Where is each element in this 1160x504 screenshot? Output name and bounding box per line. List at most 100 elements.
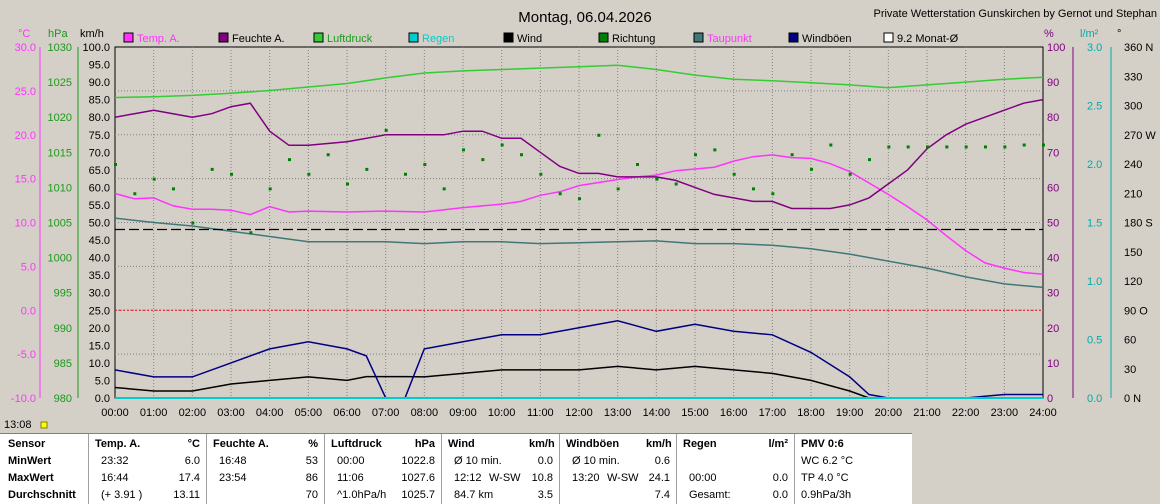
wind-tick-label: 75.0	[89, 130, 110, 142]
temp-tick-label: -5.0	[17, 349, 36, 361]
wind-axis-unit: km/h	[80, 28, 104, 40]
direction-point	[829, 143, 833, 147]
cell-press-time: 00:00	[337, 455, 365, 467]
rain-tick-label: 1.0	[1087, 276, 1102, 288]
pressure-axis-unit: hPa	[48, 28, 68, 40]
humidity-axis-unit: %	[1044, 28, 1054, 40]
header-gust: Windböen	[566, 438, 620, 450]
cell-temp-value: 13.11	[173, 489, 200, 501]
cell-wind-time: Ø 10 min.	[454, 455, 502, 467]
series-line-feuchte-a	[114, 98, 1044, 210]
x-tick-label: 04:00	[256, 407, 284, 419]
statistics-table: Sensor Temp. A. °C Feuchte A.% Luftdruck hPa W…	[0, 433, 912, 504]
axis-unit-labels: °C hPa km/h % l/m² °	[18, 28, 1121, 40]
x-tick-label: 02:00	[179, 407, 207, 419]
direction-point	[964, 145, 968, 149]
temp-axis-unit: °C	[18, 28, 30, 40]
humidity-tick-label: 90	[1047, 77, 1059, 89]
cell-wind-value: 10.8	[531, 472, 553, 484]
pressure-tick-label: 1030	[48, 42, 72, 54]
wind-tick-label: 80.0	[89, 112, 110, 124]
x-tick-label: 12:00	[565, 407, 593, 419]
cell-temp-time: 16:44	[101, 472, 129, 484]
legend: Temp. A. Feuchte A. Luftdruck Regen Wind Rich…	[123, 32, 959, 45]
direction-point	[462, 148, 465, 152]
legend-label-avg: 9.2 Monat-Ø	[897, 33, 959, 45]
pressure-tick-label: 995	[54, 288, 72, 300]
x-tick-label: 08:00	[411, 407, 439, 419]
direction-point	[655, 177, 659, 181]
direction-point	[597, 133, 601, 137]
direction-point	[288, 158, 291, 162]
cell-gust-dir: W-SW	[607, 472, 639, 484]
cell-press-value: 1027.6	[401, 472, 435, 484]
legend-swatch-pressure	[313, 32, 324, 43]
table-separator	[559, 434, 560, 504]
legend-label-wind: Wind	[517, 33, 542, 45]
direction-point	[1022, 143, 1026, 147]
pressure-tick-label: 990	[54, 323, 72, 335]
direction-point	[191, 221, 195, 225]
cell-wind-value: 3.5	[537, 489, 553, 501]
cell-hum-time: 23:54	[219, 472, 247, 484]
header-unit-rain: l/m²	[768, 438, 788, 450]
cell-wind-value: 0.0	[537, 455, 553, 467]
cell-temp-value: 6.0	[184, 455, 200, 467]
temp-tick-label: 10.0	[15, 218, 36, 230]
direction-point	[578, 197, 581, 201]
axes: 00:00 01:00 02:00 03:00 04:00 05:00 06:00 07:00…	[11, 42, 1156, 419]
plot-frame	[114, 46, 1044, 399]
legend-swatch-temp	[123, 32, 134, 43]
pressure-tick-label: 980	[54, 393, 72, 405]
humidity-tick-label: 70	[1047, 147, 1059, 159]
direction-point	[346, 182, 349, 186]
direction-point	[365, 167, 369, 171]
direction-point	[771, 192, 775, 196]
x-tick-label: 20:00	[875, 407, 903, 419]
humidity-tick-label: 30	[1047, 288, 1059, 300]
header-unit-press: hPa	[414, 438, 435, 450]
legend-swatch-wind	[503, 32, 514, 43]
header-unit-gust: km/h	[646, 438, 672, 450]
direction-point	[326, 153, 330, 157]
direction-tick-label: 0 N	[1124, 393, 1141, 405]
table-separator	[794, 434, 795, 504]
wind-tick-label: 30.0	[89, 288, 110, 300]
direction-point	[848, 172, 852, 176]
direction-tick-label: 60	[1124, 335, 1136, 347]
cell-gust-value: 7.4	[654, 489, 670, 501]
plot-area	[114, 46, 1045, 399]
direction-tick-label: 270 W	[1124, 130, 1156, 142]
cell-hum-value: 53	[305, 455, 318, 467]
header-unit-wind: km/h	[529, 438, 555, 450]
cell-gust-time: 13:20	[572, 472, 600, 484]
legend-label-rain: Regen	[422, 33, 454, 45]
direction-point	[133, 192, 137, 196]
cell-hum-value: 70	[305, 489, 318, 501]
direction-point	[500, 143, 504, 147]
header-unit-hum: %	[308, 438, 318, 450]
cell-rain-time: 00:00	[689, 472, 717, 484]
direction-point	[210, 167, 214, 171]
cell-pmv: WC 6.2 °C	[801, 455, 854, 467]
wind-tick-label: 20.0	[89, 323, 110, 335]
x-tick-label: 14:00	[643, 407, 671, 419]
direction-point	[694, 153, 697, 157]
legend-label-gust: Windböen	[802, 33, 852, 45]
direction-point	[636, 163, 639, 166]
pressure-tick-label: 1015	[48, 147, 72, 159]
cell-gust-value: 24.1	[648, 472, 670, 484]
direction-tick-label: 150	[1124, 247, 1142, 259]
direction-tick-label: 120	[1124, 276, 1142, 288]
x-tick-label: 16:00	[720, 407, 748, 419]
grid	[115, 47, 1043, 398]
direction-point	[539, 172, 543, 176]
row-label: MaxWert	[8, 472, 54, 484]
table-separator	[206, 434, 207, 504]
cell-pmv: 0.9hPa/3h	[801, 489, 852, 501]
rain-tick-label: 0.5	[1087, 335, 1102, 347]
x-tick-label: 05:00	[295, 407, 323, 419]
cell-press-value: 1025.7	[401, 489, 435, 501]
header-rain: Regen	[683, 438, 717, 450]
x-tick-label: 24:00	[1029, 407, 1057, 419]
